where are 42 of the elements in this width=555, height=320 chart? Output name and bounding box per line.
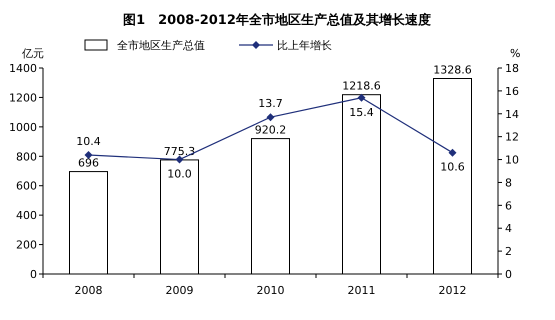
data-label: 10.6 (440, 160, 465, 174)
y-tick-label: 800 (16, 150, 37, 164)
data-label: 1328.6 (433, 64, 472, 77)
data-label: 15.4 (349, 106, 374, 119)
x-tick-label: 2009 (166, 284, 194, 297)
y-tick-label: 200 (16, 238, 37, 252)
y2-tick-label: 14 (505, 108, 519, 121)
y-tick-label: 400 (16, 209, 37, 222)
data-label: 920.2 (254, 124, 286, 137)
y-tick-label: 600 (16, 180, 37, 193)
y2-tick-label: 8 (505, 176, 512, 190)
data-label: 13.7 (258, 97, 283, 110)
data-label: 10.0 (167, 168, 192, 181)
y2-axis-title: % (510, 47, 520, 60)
y-tick-label: 1000 (9, 120, 37, 134)
y2-tick-label: 18 (505, 62, 519, 75)
x-tick-label: 2011 (348, 284, 376, 297)
point (448, 148, 456, 157)
y2-tick-label: 0 (505, 268, 512, 281)
y2-tick-label: 2 (505, 245, 512, 258)
legend-label: 比上年增长 (277, 39, 332, 52)
x-tick-label: 2010 (256, 284, 284, 297)
point (358, 94, 366, 102)
chart-title: 图1 2008-2012年全市地区生产总值及其增长速度 (123, 12, 431, 28)
point (176, 156, 184, 164)
y2-tick-label: 10 (505, 154, 519, 167)
y2-tick-label: 6 (505, 199, 512, 212)
y2-tick-label: 4 (505, 222, 512, 236)
legend-label: 全市地区生产总值 (117, 39, 205, 52)
y2-tick-label: 12 (505, 130, 519, 144)
x-tick-label: 2012 (438, 284, 466, 297)
y2-tick-label: 16 (505, 84, 519, 98)
point (266, 113, 274, 122)
data-label: 696 (78, 156, 99, 170)
y-tick-label: 1200 (9, 91, 37, 104)
x-tick-label: 2008 (74, 284, 102, 297)
y-tick-label: 1400 (9, 62, 37, 75)
y-axis-title: 亿元 (21, 47, 44, 60)
data-label: 10.4 (76, 134, 101, 148)
data-label: 1218.6 (342, 80, 381, 93)
y-tick-label: 0 (30, 268, 37, 281)
data-label: 775.3 (164, 144, 196, 158)
